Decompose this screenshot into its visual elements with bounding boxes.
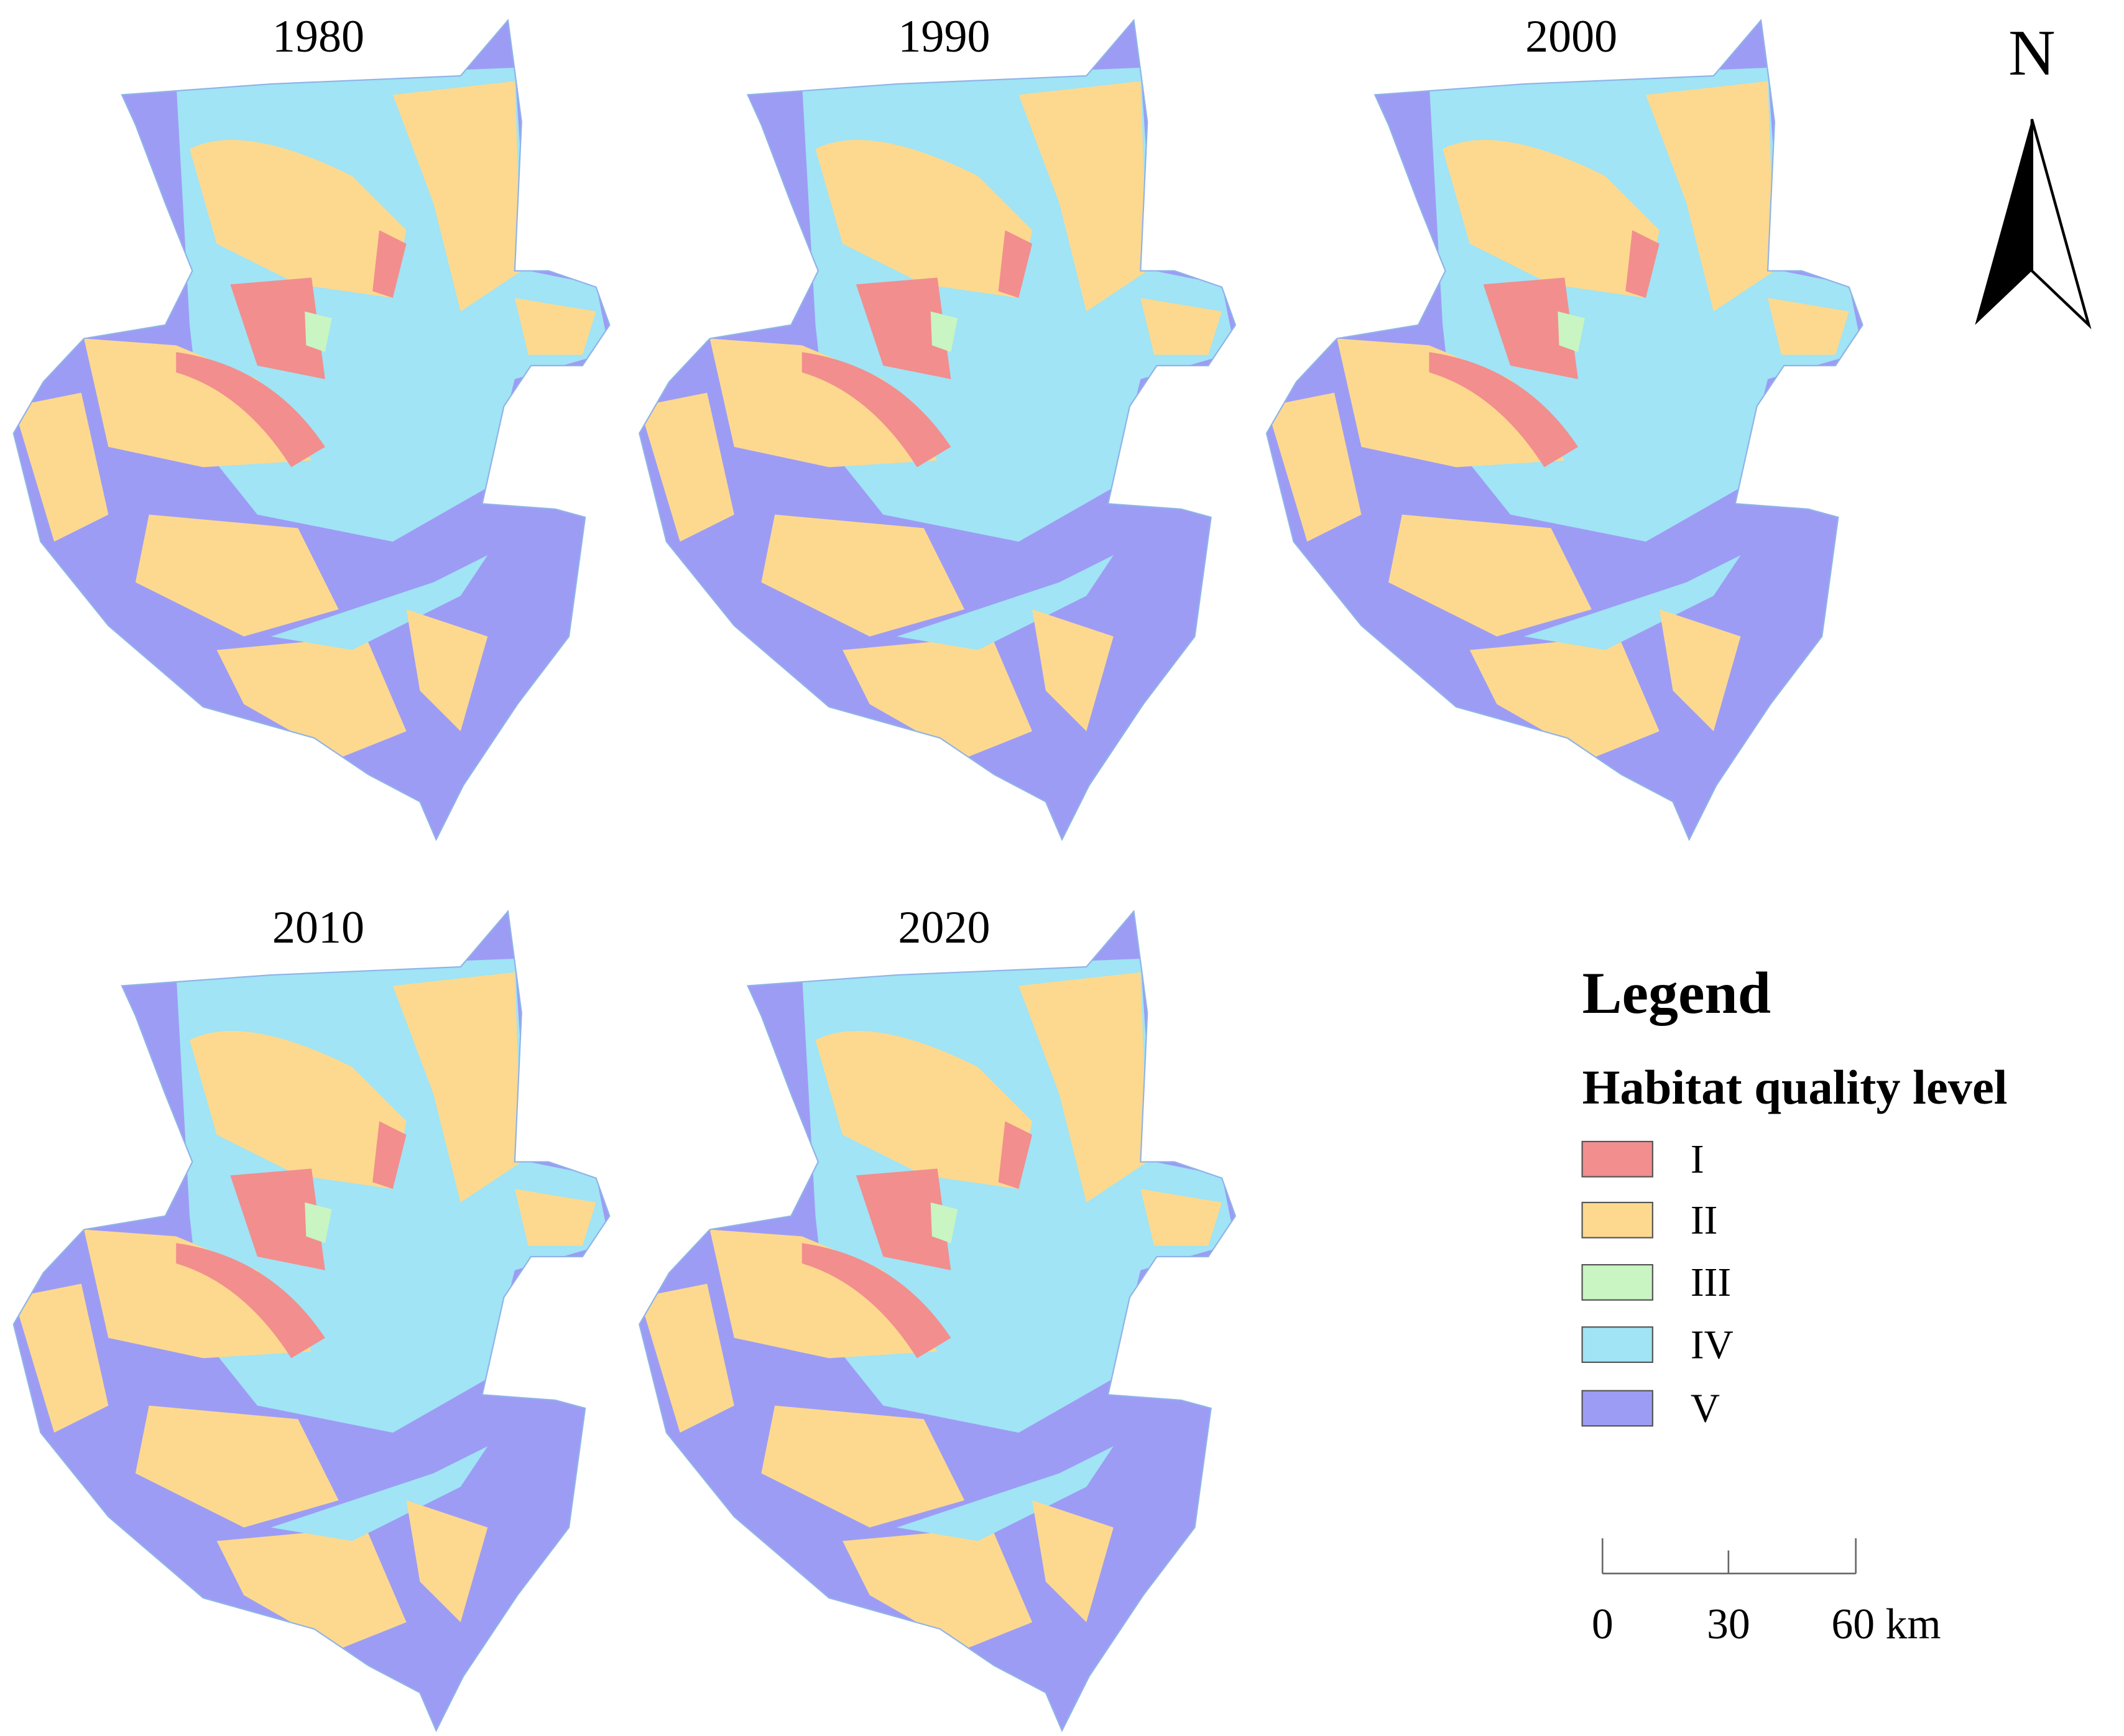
- habitat-map: [1253, 0, 1876, 853]
- habitat-map: [0, 891, 623, 1736]
- scale-label: 0: [1592, 1600, 1614, 1648]
- habitat-map: [0, 0, 623, 853]
- legend-label: III: [1691, 1260, 1731, 1305]
- legend-subtitle: Habitat quality level: [1582, 1060, 2008, 1114]
- legend-swatch: [1581, 1326, 1653, 1364]
- panel-title: 2000: [1525, 11, 1617, 62]
- legend-label: V: [1691, 1387, 1720, 1431]
- north-label: N: [2008, 17, 2056, 89]
- legend-swatch: [1581, 1264, 1653, 1301]
- legend-label: IV: [1691, 1323, 1734, 1367]
- scale-bar: [1601, 1538, 1857, 1574]
- panel-title: 1980: [272, 11, 364, 62]
- legend-swatch: [1581, 1390, 1653, 1427]
- panel-title: 2020: [898, 902, 990, 953]
- legend-title: Legend: [1582, 960, 1771, 1026]
- legend-swatch: [1581, 1140, 1653, 1178]
- scale-label: 60 km: [1831, 1600, 1941, 1648]
- legend-label: II: [1691, 1198, 1718, 1243]
- legend-label: I: [1691, 1137, 1704, 1182]
- panel-title: 1990: [898, 11, 990, 62]
- map-panels: 1980 1990 2000 2010 2020: [0, 0, 1876, 1736]
- legend-swatch: [1581, 1201, 1653, 1239]
- habitat-map: [626, 0, 1249, 853]
- north-arrow: [1975, 119, 2089, 325]
- habitat-map: [626, 891, 1249, 1736]
- scale-label: 30: [1707, 1600, 1750, 1648]
- panel-title: 2010: [272, 902, 364, 953]
